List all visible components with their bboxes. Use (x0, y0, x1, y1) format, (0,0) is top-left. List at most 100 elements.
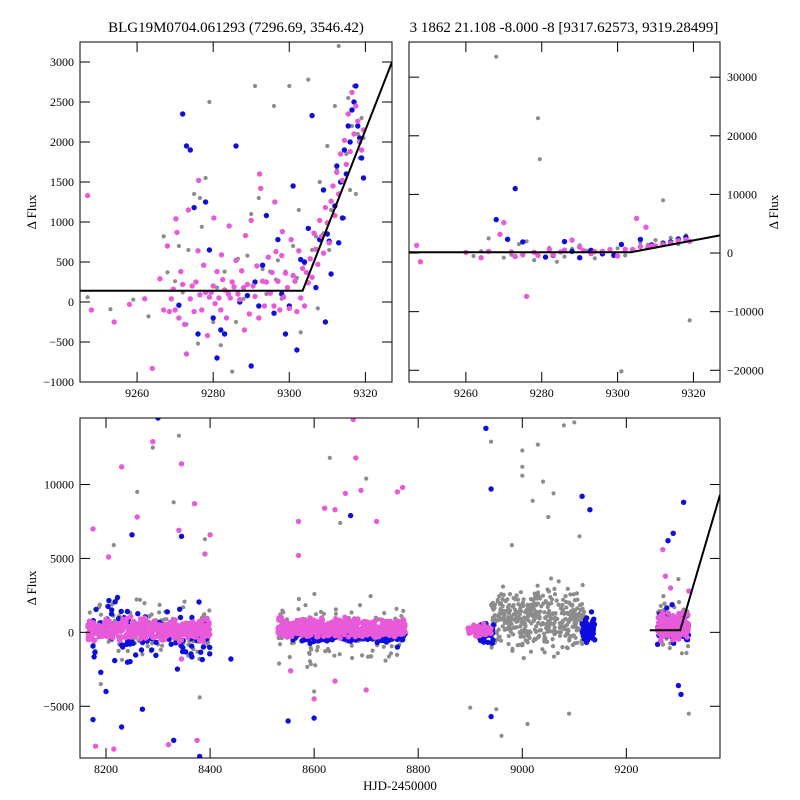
data-point-magenta (288, 236, 294, 243)
data-point-blue (221, 331, 228, 337)
data-point-magenta (241, 327, 248, 333)
data-point-blue (488, 713, 494, 720)
data-point-magenta (665, 620, 671, 626)
data-point-blue (200, 644, 207, 650)
data-point-magenta (142, 296, 148, 302)
data-point-magenta (370, 619, 376, 625)
data-point-magenta (263, 279, 270, 285)
data-point-grey (521, 597, 526, 602)
data-point-magenta (156, 633, 163, 639)
data-point-magenta (345, 634, 352, 640)
x-tick-label: 9200 (614, 762, 638, 776)
data-point-grey (550, 597, 555, 602)
data-point-grey (565, 586, 570, 592)
data-point-grey (142, 601, 147, 606)
data-point-magenta (665, 610, 671, 616)
data-point-grey (687, 318, 692, 323)
data-point-magenta (117, 636, 123, 642)
data-point-grey (111, 543, 116, 548)
data-point-grey (521, 634, 526, 639)
data-point-grey (160, 643, 165, 648)
data-point-blue (252, 279, 258, 285)
data-point-grey (357, 603, 363, 608)
data-point-grey (381, 644, 386, 649)
data-point-magenta (345, 627, 351, 633)
data-point-magenta (399, 484, 406, 491)
data-point-blue (90, 716, 96, 723)
data-point-blue (199, 656, 205, 663)
data-point-grey (298, 330, 303, 335)
data-point-magenta (199, 627, 205, 633)
data-point-blue (127, 641, 133, 647)
data-point-grey (499, 592, 504, 597)
data-point-magenta (142, 615, 148, 621)
y-tick-label: 10000 (44, 478, 74, 492)
data-point-blue (394, 644, 401, 650)
data-point-magenta (497, 231, 503, 237)
data-point-blue (347, 512, 354, 519)
data-point-grey (566, 627, 571, 632)
data-point-magenta (309, 274, 315, 280)
data-point-grey (502, 627, 507, 632)
data-point-magenta (126, 301, 133, 308)
data-point-grey (349, 123, 355, 129)
data-point-grey (543, 615, 548, 621)
data-point-magenta (355, 118, 361, 124)
data-point-magenta (180, 281, 186, 288)
data-point-magenta (347, 148, 353, 155)
data-point-magenta (280, 294, 287, 300)
data-point-grey (541, 479, 546, 484)
data-point-magenta (150, 439, 156, 445)
data-point-grey (528, 610, 533, 615)
data-point-magenta (633, 215, 640, 222)
data-point-grey (336, 43, 341, 49)
data-point-magenta (361, 618, 368, 625)
data-point-grey (395, 652, 400, 658)
data-point-grey (165, 270, 170, 275)
data-point-blue (119, 642, 125, 648)
data-point-magenta (107, 632, 113, 639)
data-point-blue (483, 425, 489, 431)
data-point-grey (364, 476, 369, 481)
data-point-grey (500, 624, 505, 629)
data-point-magenta (210, 283, 216, 289)
data-point-blue (210, 315, 216, 321)
data-point-grey (222, 269, 227, 274)
data-point-grey (313, 663, 318, 668)
data-point-grey (554, 598, 559, 603)
data-point-grey (518, 603, 523, 608)
data-point-blue (256, 303, 262, 309)
data-point-grey (349, 610, 354, 615)
data-point-magenta (94, 624, 100, 630)
data-point-magenta (337, 151, 344, 157)
data-point-blue (591, 621, 598, 628)
data-point-grey (252, 83, 258, 89)
data-point-magenta (275, 278, 281, 284)
data-point-magenta (677, 632, 683, 638)
data-point-grey (560, 602, 565, 608)
data-point-magenta (662, 573, 669, 579)
data-point-magenta (237, 296, 243, 303)
data-point-blue (178, 533, 185, 539)
y-tick-label: −20000 (727, 363, 764, 377)
data-point-magenta (607, 246, 613, 253)
y-tick-label: −5000 (43, 699, 74, 713)
data-point-grey (271, 103, 277, 109)
data-point-blue (334, 163, 340, 169)
data-point-magenta (220, 276, 226, 283)
data-point-grey (667, 646, 672, 651)
data-point-grey (511, 603, 516, 608)
data-point-magenta (225, 291, 232, 297)
title-zoom-full: 3 1862 21.108 -8.000 -8 [9317.62573, 931… (410, 20, 719, 36)
xlabel-full: HJD-2450000 (363, 778, 437, 793)
data-point-grey (98, 602, 103, 607)
data-point-magenta (318, 621, 325, 627)
data-point-grey (494, 618, 499, 623)
x-tick-label: 9320 (681, 386, 705, 400)
data-point-grey (557, 630, 562, 635)
data-point-grey (508, 629, 513, 634)
data-point-magenta (172, 307, 178, 313)
data-point-magenta (174, 627, 181, 633)
data-point-grey (149, 612, 154, 617)
